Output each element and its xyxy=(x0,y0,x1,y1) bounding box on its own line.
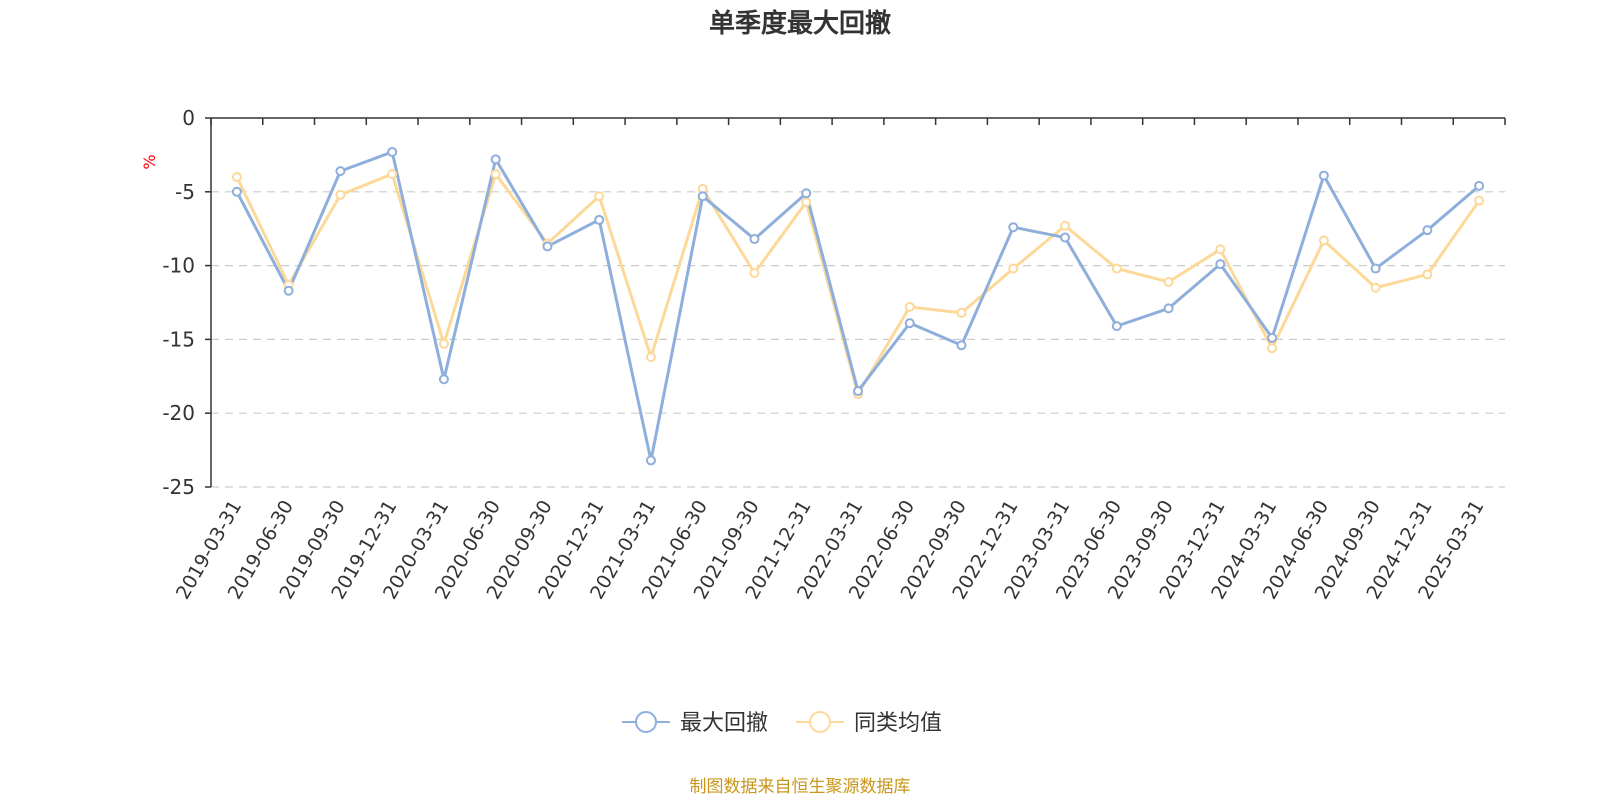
data-point-1[interactable] xyxy=(594,191,605,202)
legend-item-0[interactable]: 最大回撤 xyxy=(622,711,768,736)
data-point-0[interactable] xyxy=(904,318,915,329)
data-point-0[interactable] xyxy=(853,386,863,397)
data-point-0[interactable] xyxy=(1060,232,1071,243)
data-point-1[interactable] xyxy=(1111,263,1122,274)
data-point-1[interactable] xyxy=(490,169,501,180)
data-point-0[interactable] xyxy=(231,186,242,197)
y-tick-label: -10 xyxy=(162,254,195,278)
data-point-0[interactable] xyxy=(1215,259,1226,270)
data-point-1[interactable] xyxy=(1422,269,1433,280)
legend-label: 同类均值 xyxy=(854,711,942,736)
data-point-1[interactable] xyxy=(438,338,449,349)
data-point-0[interactable] xyxy=(335,166,346,177)
data-point-1[interactable] xyxy=(1008,263,1019,274)
data-point-0[interactable] xyxy=(490,154,501,165)
data-point-0[interactable] xyxy=(749,234,760,245)
data-point-0[interactable] xyxy=(1111,321,1122,332)
y-tick-label: -25 xyxy=(162,475,195,499)
data-point-1[interactable] xyxy=(231,172,242,183)
chart-title: 单季度最大回撤 xyxy=(709,8,891,39)
data-point-1[interactable] xyxy=(1318,235,1329,246)
data-point-1[interactable] xyxy=(1267,343,1278,354)
data-point-0[interactable] xyxy=(801,188,812,199)
data-point-0[interactable] xyxy=(956,340,967,351)
source-note: 制图数据来自恒生聚源数据库 xyxy=(690,777,911,797)
data-point-1[interactable] xyxy=(1060,220,1071,231)
data-point-0[interactable] xyxy=(1422,225,1433,236)
data-point-1[interactable] xyxy=(956,307,967,318)
data-point-0[interactable] xyxy=(1318,170,1329,181)
x-tick-labels: 2019-03-312019-06-302019-09-302019-12-31… xyxy=(172,497,1489,604)
data-point-1[interactable] xyxy=(904,301,915,312)
series-group xyxy=(231,146,1485,466)
legend[interactable]: 最大回撤 同类均值 xyxy=(622,711,942,736)
data-point-0[interactable] xyxy=(1267,332,1278,343)
data-point-0[interactable] xyxy=(697,191,708,202)
data-point-0[interactable] xyxy=(1008,222,1019,233)
data-point-1[interactable] xyxy=(335,189,346,200)
legend-label: 最大回撤 xyxy=(680,711,768,736)
data-point-0[interactable] xyxy=(1163,303,1174,314)
data-point-1[interactable] xyxy=(387,169,398,180)
y-tick-label: -5 xyxy=(175,180,195,204)
data-point-0[interactable] xyxy=(542,241,553,252)
data-point-1[interactable] xyxy=(1215,244,1226,255)
y-tick-label: -15 xyxy=(162,327,195,351)
data-point-0[interactable] xyxy=(594,214,605,225)
legend-item-1[interactable]: 同类均值 xyxy=(796,711,942,736)
data-point-0[interactable] xyxy=(387,146,398,157)
data-point-0[interactable] xyxy=(1474,180,1485,191)
data-point-1[interactable] xyxy=(645,352,656,363)
y-tick-label: -20 xyxy=(162,401,195,425)
data-point-0[interactable] xyxy=(645,455,656,466)
data-point-0[interactable] xyxy=(438,374,449,385)
data-point-1[interactable] xyxy=(1163,276,1174,287)
data-point-1[interactable] xyxy=(1474,195,1485,206)
legend-marker xyxy=(809,711,831,733)
data-point-1[interactable] xyxy=(801,197,812,208)
data-point-1[interactable] xyxy=(749,267,760,278)
data-point-0[interactable] xyxy=(283,285,294,296)
data-point-0[interactable] xyxy=(1370,263,1381,274)
y-unit-label: % xyxy=(140,154,159,169)
axes xyxy=(205,117,1506,488)
grid xyxy=(211,191,1505,488)
y-tick-labels: 0 -5 -10 -15 -20 -25 xyxy=(162,106,195,499)
legend-marker xyxy=(635,711,657,733)
y-tick-label: 0 xyxy=(182,106,195,130)
data-point-1[interactable] xyxy=(1370,282,1381,293)
